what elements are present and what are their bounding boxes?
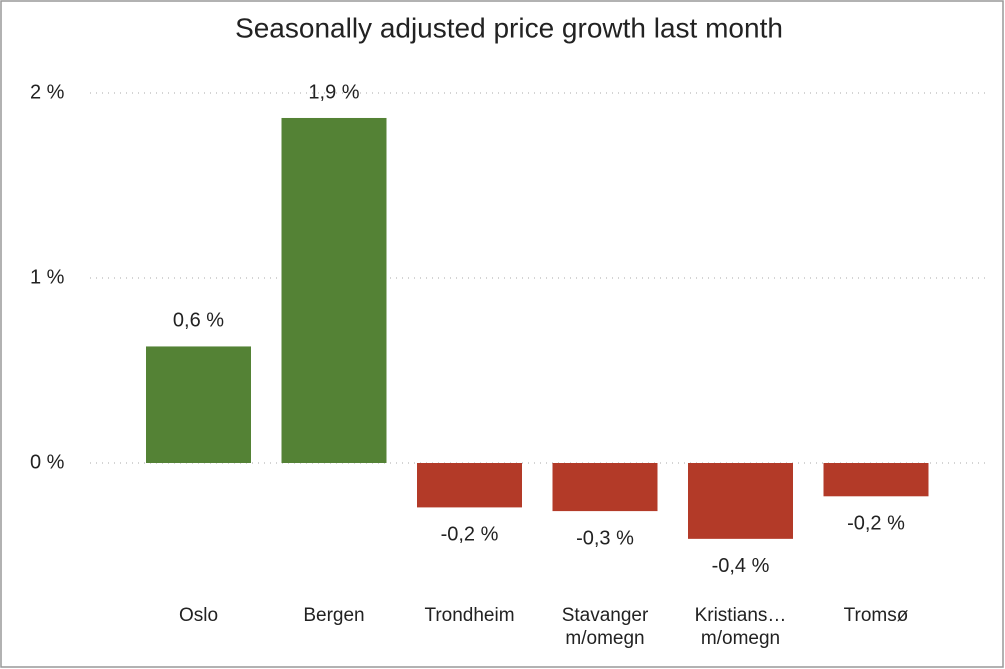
bar — [146, 346, 251, 463]
bar — [417, 463, 522, 508]
value-label: -0,2 % — [441, 524, 499, 546]
bar — [281, 117, 387, 463]
value-label: 0,6 % — [173, 310, 224, 332]
value-label: -0,4 % — [712, 555, 770, 577]
x-tick-label: Stavanger m/omegn — [561, 605, 649, 649]
x-tick-label: Tromsø — [843, 605, 909, 626]
x-tick-label: Trondheim — [424, 605, 515, 626]
value-label: -0,2 % — [847, 513, 905, 535]
chart-title: Seasonally adjusted price growth last mo… — [235, 12, 783, 43]
bar — [688, 463, 793, 539]
x-tick-label: Bergen — [303, 605, 365, 626]
bar — [552, 463, 658, 512]
y-tick-label: 0 % — [30, 451, 65, 473]
x-tick-label: Oslo — [178, 605, 219, 626]
x-tick-label: Kristians… m/omegn — [694, 605, 787, 649]
y-tick-label: 2 % — [30, 81, 65, 103]
value-label: 1,9 % — [308, 81, 359, 103]
y-tick-label: 1 % — [30, 266, 65, 288]
bar — [823, 463, 929, 497]
value-label: -0,3 % — [576, 527, 634, 549]
